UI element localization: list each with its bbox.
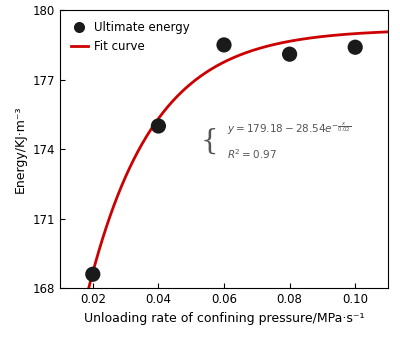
Point [221,42,227,48]
Legend: Ultimate energy, Fit curve: Ultimate energy, Fit curve [66,16,195,57]
Point [352,44,358,50]
Text: $y = 179.18 - 28.54e^{-\frac{x}{0.02}}$: $y = 179.18 - 28.54e^{-\frac{x}{0.02}}$ [227,120,352,137]
X-axis label: Unloading rate of confining pressure/MPa·s⁻¹: Unloading rate of confining pressure/MPa… [84,312,364,324]
Point [286,52,293,57]
Y-axis label: Energy/KJ·m⁻³: Energy/KJ·m⁻³ [14,105,27,193]
Point [155,123,162,129]
Text: $R^2 = 0.97$: $R^2 = 0.97$ [227,147,277,161]
Text: {: { [201,127,219,155]
Point [90,272,96,277]
